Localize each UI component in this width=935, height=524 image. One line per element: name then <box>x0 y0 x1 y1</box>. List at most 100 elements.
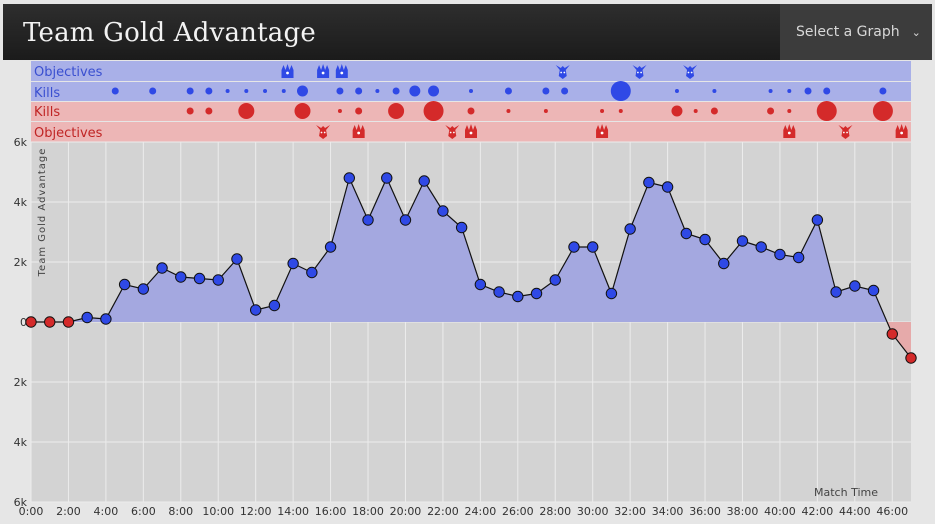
red-baron-icon <box>596 124 609 138</box>
blue-kills-label: Kills <box>34 86 60 101</box>
blue-kill-marker <box>375 89 380 93</box>
blue-kill-marker <box>804 87 812 95</box>
data-point <box>774 248 786 261</box>
dragon-eye <box>563 71 566 74</box>
data-point <box>25 316 37 328</box>
blue-baron-icon <box>335 64 348 78</box>
blue-kill-marker <box>542 87 550 95</box>
x-tick-label: 14:00 <box>277 505 309 518</box>
data-point <box>418 175 430 187</box>
red-kill-marker <box>388 103 405 119</box>
red-kills-label: Kills <box>34 105 60 120</box>
red-kill-marker <box>710 107 718 115</box>
x-tick-label: 36:00 <box>689 505 721 518</box>
data-point <box>118 278 131 291</box>
red-kill-marker <box>423 101 444 121</box>
y-axis: 6k 4k 2k 0 2k 4k 6k <box>14 136 28 509</box>
red-kill-marker <box>872 101 893 121</box>
x-tick-label: 10:00 <box>202 505 234 518</box>
data-point <box>231 253 243 265</box>
blue-kill-marker <box>787 89 792 93</box>
x-tick-label: 2:00 <box>56 505 81 518</box>
baron-shape <box>465 124 477 138</box>
blue-kill-marker <box>768 89 773 93</box>
baron-shape <box>317 64 330 78</box>
dragon-eye <box>449 131 452 134</box>
data-point <box>661 181 674 193</box>
red-kill-marker <box>671 105 683 117</box>
red-baron-icon <box>783 124 796 138</box>
y-tick-label: 2k <box>14 376 28 389</box>
data-point <box>849 280 861 292</box>
select-graph-label: Select a Graph <box>796 24 900 40</box>
blue-kill-marker <box>674 89 679 93</box>
x-tick-label: 18:00 <box>352 505 384 518</box>
dragon-shape <box>445 125 460 139</box>
blue-kill-marker <box>205 87 213 95</box>
blue-kill-marker <box>879 87 887 95</box>
baron-shape <box>895 124 908 138</box>
red-kill-marker <box>355 107 363 115</box>
dragon-shape <box>555 65 570 79</box>
blue-objectives-label: Objectives <box>34 65 103 80</box>
red-kill-marker <box>816 101 837 121</box>
data-point <box>343 172 355 184</box>
data-point <box>474 278 487 291</box>
blue-baron-icon <box>281 64 294 78</box>
baron-shape <box>335 64 348 78</box>
dragon-eye <box>320 131 323 134</box>
red-baron-icon <box>895 124 908 138</box>
x-tick-label: 0:00 <box>19 505 44 518</box>
baron-eye <box>600 131 604 135</box>
gold-advantage-chart: Objectives Kills Kills Objectives 6k 4k 2k… <box>14 61 917 518</box>
baron-eye <box>286 71 289 75</box>
x-tick-label: 22:00 <box>427 505 459 518</box>
blue-kill-marker <box>355 87 363 95</box>
data-point <box>62 316 75 328</box>
blue-dragon-icon <box>632 65 647 79</box>
red-kill-marker <box>787 109 792 113</box>
red-dragon-icon <box>445 125 460 139</box>
red-kill-marker <box>238 103 255 119</box>
data-point <box>755 241 767 253</box>
dragon-eye <box>687 71 690 74</box>
dragon-shape <box>683 65 698 79</box>
x-tick-label: 32:00 <box>614 505 646 518</box>
red-kill-marker <box>767 107 775 115</box>
blue-kill-marker <box>561 87 569 95</box>
x-tick-label: 24:00 <box>465 505 497 518</box>
baron-eye <box>469 131 473 135</box>
x-tick-label: 44:00 <box>839 505 871 518</box>
data-point <box>811 214 824 226</box>
x-tick-label: 40:00 <box>764 505 796 518</box>
red-objectives-label: Objectives <box>34 126 103 141</box>
dragon-eye <box>640 71 643 74</box>
y-tick-label: 2k <box>14 256 28 269</box>
x-tick-label: 38:00 <box>727 505 759 518</box>
data-point <box>268 299 281 312</box>
data-point <box>493 286 505 298</box>
dragon-shape <box>632 65 647 79</box>
data-point <box>643 176 655 189</box>
data-point <box>212 274 224 286</box>
data-points <box>25 172 917 364</box>
blue-kill-marker <box>409 85 421 97</box>
data-point <box>624 223 636 235</box>
data-point <box>530 287 543 300</box>
data-point <box>455 221 468 234</box>
data-point <box>193 272 206 285</box>
x-tick-label: 30:00 <box>577 505 609 518</box>
x-tick-label: 8:00 <box>168 505 193 518</box>
data-point <box>905 352 917 364</box>
baron-eye <box>321 71 325 75</box>
data-point <box>605 287 618 300</box>
dragon-eye <box>560 71 563 74</box>
blue-objectives-lane <box>31 61 911 81</box>
red-kill-marker <box>467 107 475 115</box>
x-tick-label: 20:00 <box>390 505 422 518</box>
select-graph-dropdown[interactable]: Select a Graph ⌄ <box>780 4 932 60</box>
data-point <box>587 241 599 253</box>
blue-kill-marker <box>504 87 512 95</box>
data-point <box>437 205 449 217</box>
data-point <box>249 304 262 316</box>
